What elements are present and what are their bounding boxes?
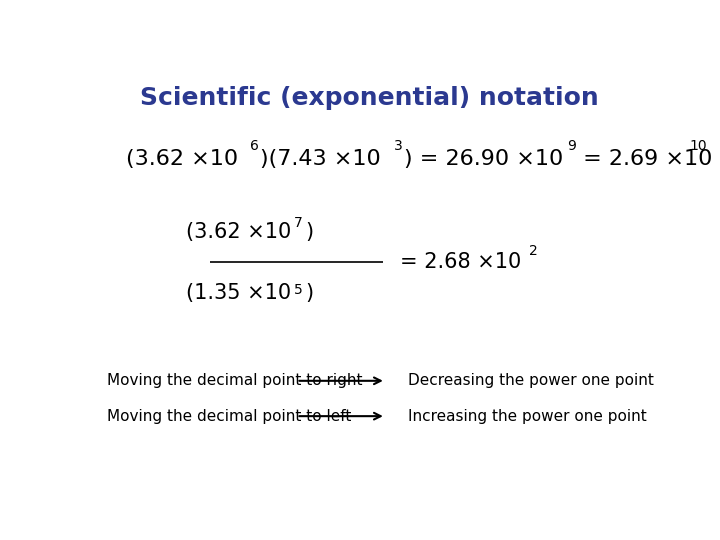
Text: Decreasing the power one point: Decreasing the power one point xyxy=(408,373,654,388)
Text: 5: 5 xyxy=(294,283,302,297)
Text: ) = 26.90 ×10: ) = 26.90 ×10 xyxy=(404,148,563,168)
Text: Moving the decimal point to right: Moving the decimal point to right xyxy=(107,373,362,388)
Text: Moving the decimal point to left: Moving the decimal point to left xyxy=(107,409,351,424)
Text: Scientific (exponential) notation: Scientific (exponential) notation xyxy=(140,85,598,110)
Text: = 2.69 ×10: = 2.69 ×10 xyxy=(576,148,712,168)
Text: 7: 7 xyxy=(294,216,302,230)
Text: (3.62 ×10: (3.62 ×10 xyxy=(186,221,291,241)
Text: ): ) xyxy=(305,221,313,241)
Text: Increasing the power one point: Increasing the power one point xyxy=(408,409,647,424)
Text: 3: 3 xyxy=(394,139,403,153)
Text: (1.35 ×10: (1.35 ×10 xyxy=(186,283,291,303)
Text: ): ) xyxy=(305,283,313,303)
Text: (3.62 ×10: (3.62 ×10 xyxy=(126,148,238,168)
Text: )(7.43 ×10: )(7.43 ×10 xyxy=(260,148,381,168)
Text: = 2.68 ×10: = 2.68 ×10 xyxy=(400,252,521,272)
Text: 2: 2 xyxy=(529,244,538,258)
Text: 6: 6 xyxy=(250,139,259,153)
Text: 9: 9 xyxy=(567,139,576,153)
Text: 10: 10 xyxy=(690,139,708,153)
